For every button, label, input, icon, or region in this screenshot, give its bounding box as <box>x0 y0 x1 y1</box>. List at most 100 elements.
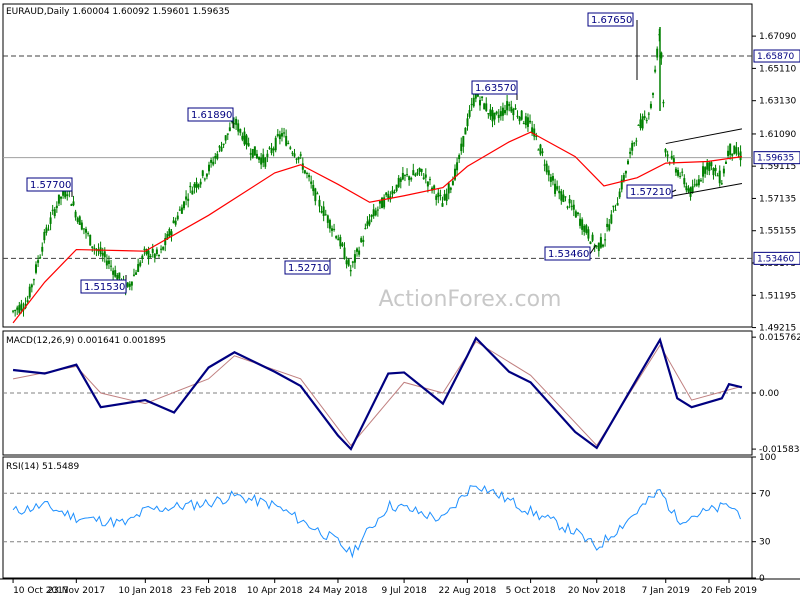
candle-body <box>32 279 35 281</box>
candle-body <box>356 248 359 252</box>
candle-body <box>285 135 288 146</box>
candle-body <box>706 162 709 170</box>
candle-body <box>539 144 542 155</box>
candle-body <box>201 170 204 176</box>
x-tick-label: 9 Jul 2018 <box>381 586 426 596</box>
candle-body <box>449 187 452 190</box>
candle-body <box>587 229 590 239</box>
candle-body <box>395 184 398 191</box>
candle-body <box>547 170 550 176</box>
candle-body <box>358 250 361 255</box>
panel-frame-1 <box>2 3 753 328</box>
candle-body <box>172 220 175 224</box>
candle-body <box>570 205 573 207</box>
candle-body <box>341 243 344 247</box>
candle-body <box>303 170 306 174</box>
candle-body <box>468 109 471 117</box>
candle-body <box>516 115 519 117</box>
candle-body <box>664 149 667 153</box>
candle-body <box>435 195 438 200</box>
candle-body <box>718 170 721 184</box>
level-label-box <box>753 49 800 63</box>
candle-body <box>472 97 475 107</box>
moving-average-line <box>12 131 743 324</box>
candle-body <box>208 164 211 172</box>
candle-body <box>162 246 165 250</box>
candle-body <box>451 181 454 186</box>
annotation-leader <box>671 189 677 193</box>
candle-body <box>601 244 604 247</box>
candle-body <box>28 286 31 298</box>
annotation-box <box>587 12 634 27</box>
candle-body <box>543 164 546 166</box>
candle-body <box>479 100 482 106</box>
candle-body <box>60 196 63 199</box>
candle-body <box>14 310 17 312</box>
candle-body <box>295 158 298 160</box>
candle-body <box>39 257 42 259</box>
candle-body <box>245 135 248 145</box>
candle-body <box>514 108 517 110</box>
candle-body <box>339 236 342 247</box>
candle-body <box>70 204 73 206</box>
candle-body <box>560 191 563 201</box>
candle-body <box>34 264 37 273</box>
candle-body <box>495 111 498 114</box>
candle-body <box>87 233 90 235</box>
candle-body <box>66 194 69 196</box>
candle-body <box>383 197 386 208</box>
candle-body <box>681 171 684 173</box>
candle-body <box>491 110 494 122</box>
candle-body <box>441 203 444 207</box>
candle-body <box>239 129 242 133</box>
candle-body <box>418 168 421 172</box>
candle-body <box>153 253 156 258</box>
channel-line <box>665 128 743 145</box>
candle-body <box>470 103 473 105</box>
candle-body <box>289 147 292 149</box>
candle-body <box>160 248 163 250</box>
candle-body <box>132 274 135 276</box>
candle-body <box>645 120 648 122</box>
candle-body <box>672 158 675 163</box>
candle-body <box>370 214 373 218</box>
candle-body <box>704 167 707 174</box>
candle-body <box>151 249 154 253</box>
candle-body <box>464 127 467 135</box>
candle-body <box>702 166 705 177</box>
candle-body <box>551 176 554 181</box>
candle-body <box>420 168 423 172</box>
level-label: 1.59635 <box>757 154 794 164</box>
candle-body <box>693 184 696 186</box>
candle-body <box>20 303 23 311</box>
candle-body <box>360 238 363 242</box>
candle-body <box>691 186 694 193</box>
candle-body <box>512 108 515 116</box>
candle-body <box>487 113 490 115</box>
x-tick-label: 24 May 2018 <box>309 586 368 596</box>
candle-body <box>91 246 94 248</box>
candle-body <box>328 219 331 229</box>
price-tick-label: 1.49215 <box>759 324 796 334</box>
candle-body <box>101 252 104 256</box>
candle-body <box>249 153 252 155</box>
candle-body <box>689 187 692 197</box>
candle-body <box>599 237 602 248</box>
candle-body <box>135 272 138 275</box>
candle-body <box>26 300 29 302</box>
candle-body <box>466 118 469 127</box>
rsi-tick-label: 70 <box>759 489 771 499</box>
candle-body <box>374 210 377 216</box>
candle-body <box>253 146 256 156</box>
annotation-label: 1.52710 <box>288 263 329 274</box>
candle-body <box>280 133 283 137</box>
candle-body <box>656 48 659 58</box>
candle-body <box>566 206 569 208</box>
candle-body <box>176 215 179 220</box>
candle-body <box>143 248 146 250</box>
candle-body <box>506 101 509 111</box>
candle-body <box>497 114 500 119</box>
candle-body <box>729 143 732 155</box>
